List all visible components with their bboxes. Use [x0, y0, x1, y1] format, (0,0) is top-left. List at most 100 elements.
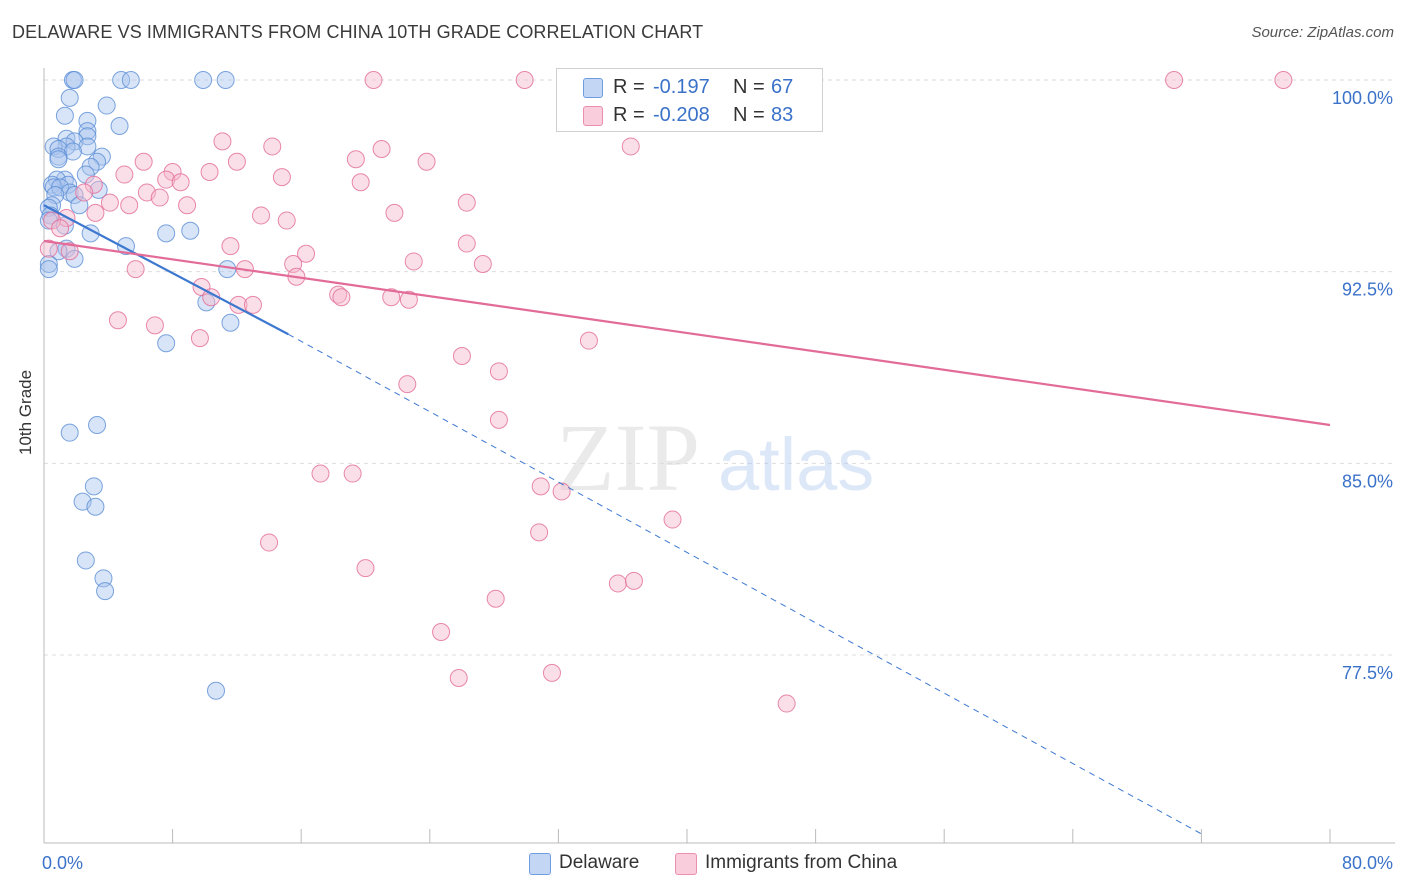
legend-r-value: -0.208: [653, 104, 710, 126]
legend-r-label: R =: [613, 104, 645, 126]
data-point-delaware: [121, 71, 140, 89]
data-point-china: [404, 252, 423, 271]
data-point-china: [100, 193, 119, 212]
data-point-delaware: [221, 313, 240, 332]
data-point-china: [356, 559, 375, 578]
data-point-china: [1165, 71, 1184, 89]
data-point-delaware: [49, 150, 68, 169]
data-point-delaware: [89, 180, 108, 199]
data-point-delaware: [39, 255, 58, 273]
data-point-china: [157, 170, 176, 189]
data-point-china: [171, 173, 190, 192]
legend-n-value: 67: [771, 76, 794, 98]
data-point-china: [473, 255, 492, 273]
data-point-china: [86, 203, 105, 222]
data-point-china: [777, 694, 796, 713]
data-point-china: [515, 71, 534, 89]
data-point-china: [398, 375, 417, 394]
chart-title: DELAWARE VS IMMIGRANTS FROM CHINA 10TH G…: [12, 22, 704, 42]
trend-lines: [43, 204, 1331, 835]
data-point-delaware: [157, 334, 176, 353]
y-tick-label: 77.5%: [1342, 663, 1393, 683]
data-point-delaware: [181, 221, 200, 240]
data-point-delaware: [76, 551, 95, 570]
data-point-delaware: [207, 681, 226, 700]
data-point-china: [542, 663, 561, 682]
trend-line-china: [43, 239, 1331, 427]
data-point-china: [134, 152, 153, 171]
data-point-china: [489, 410, 508, 429]
y-tick-label: 85.0%: [1342, 471, 1393, 491]
data-point-china: [263, 137, 282, 156]
x-tick-label: 80.0%: [1342, 853, 1393, 873]
data-point-china: [221, 237, 240, 256]
data-point-china: [579, 331, 598, 350]
data-point-china: [432, 623, 451, 641]
data-point-china: [150, 188, 169, 207]
data-point-delaware: [78, 137, 97, 156]
trend-line-delaware: [43, 204, 289, 336]
data-point-delaware: [194, 71, 213, 89]
data-point-china: [382, 288, 401, 307]
data-point-china: [1274, 71, 1293, 89]
data-point-china: [115, 165, 134, 184]
series-delaware-points: [39, 71, 240, 700]
data-point-delaware: [78, 122, 97, 141]
data-point-delaware: [55, 106, 74, 125]
y-tick-label: 92.5%: [1342, 280, 1393, 300]
data-point-china: [621, 137, 640, 156]
data-point-china: [108, 311, 127, 330]
bottom-legend-label-china: Immigrants from China: [705, 852, 898, 873]
data-point-china: [243, 295, 262, 314]
data-point-delaware: [49, 140, 68, 158]
data-point-china: [489, 362, 508, 381]
source-label: Source: ZipAtlas.com: [1251, 24, 1394, 41]
data-point-delaware: [96, 582, 115, 601]
legend-r-value: -0.197: [653, 76, 710, 98]
data-point-delaware: [110, 117, 129, 135]
data-point-china: [277, 211, 296, 230]
axes: [43, 68, 1395, 844]
data-point-china: [75, 183, 94, 202]
y-tick-label: 100.0%: [1332, 88, 1393, 108]
data-point-delaware: [216, 71, 235, 89]
data-point-delaware: [84, 477, 103, 496]
data-point-china: [178, 196, 197, 215]
data-point-china: [60, 242, 79, 261]
data-point-china: [663, 510, 682, 529]
data-point-delaware: [60, 423, 79, 442]
data-point-china: [457, 234, 476, 253]
legend-r-label: R =: [613, 76, 645, 98]
data-point-china: [351, 173, 370, 192]
data-point-china: [449, 669, 468, 687]
data-point-china: [84, 175, 103, 194]
data-point-china: [260, 533, 279, 552]
bottom-legend-delaware: Delaware: [529, 850, 669, 878]
legend-n-label: N =: [733, 104, 765, 126]
data-point-delaware: [60, 183, 79, 202]
data-point-china: [272, 168, 291, 187]
data-point-china: [213, 132, 232, 151]
data-point-china: [252, 206, 271, 225]
watermark-zip: ZIP: [556, 404, 700, 511]
bottom-legend-swatch-delaware: [529, 853, 551, 875]
data-point-china: [190, 329, 209, 348]
data-point-china: [332, 288, 351, 307]
data-point-delaware: [112, 71, 131, 89]
data-point-china: [552, 482, 571, 501]
stats-legend: R = -0.197 N = 67 R = -0.208 N = 83: [556, 68, 823, 132]
data-point-delaware: [78, 111, 97, 130]
data-point-china: [329, 285, 348, 304]
data-point-delaware: [97, 96, 116, 115]
data-point-china: [531, 477, 550, 496]
data-point-delaware: [44, 178, 63, 197]
data-point-delaware: [65, 71, 84, 89]
data-point-china: [227, 152, 246, 171]
data-point-china: [297, 244, 316, 263]
x-tick-label: 0.0%: [42, 853, 83, 873]
watermark: ZIP atlas: [556, 404, 874, 511]
data-point-china: [51, 219, 70, 238]
bottom-legend-china: Immigrants from China: [675, 850, 935, 878]
data-point-delaware: [60, 88, 79, 107]
data-point-china: [624, 571, 643, 590]
